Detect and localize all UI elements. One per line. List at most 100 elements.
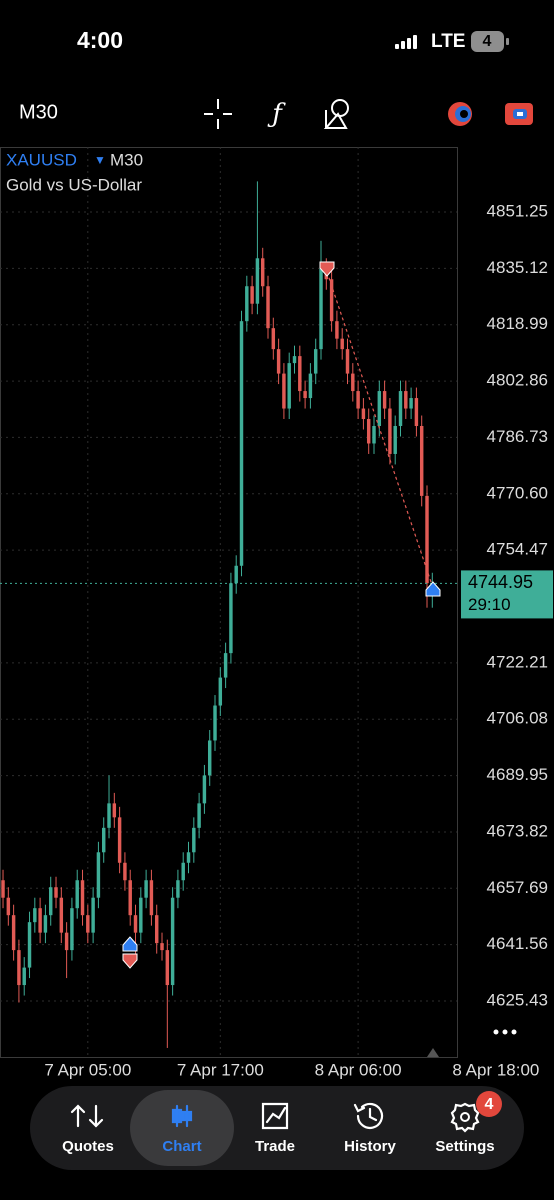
grid: 4851.25 4835.12 4818.99 4802.86 4786.73 4770.… xyxy=(0,147,548,1079)
candle-body xyxy=(308,373,313,399)
candle-body xyxy=(181,862,185,881)
y-tick-label: 4625.43 xyxy=(487,991,548,1010)
sell-marker xyxy=(122,953,138,969)
candle-body xyxy=(292,356,297,364)
candle-body xyxy=(351,373,355,392)
candle-body xyxy=(128,880,132,916)
candle-body xyxy=(298,356,302,392)
candle-body xyxy=(107,803,111,828)
symbol-timeframe: M30 xyxy=(110,150,143,169)
candle-body xyxy=(170,897,175,986)
timeframe-button[interactable]: M30 xyxy=(19,101,58,123)
tab-icon[interactable] xyxy=(70,1104,104,1128)
candle-body xyxy=(276,349,281,374)
candle-body xyxy=(345,349,350,374)
tab-label[interactable]: Trade xyxy=(255,1138,295,1155)
y-tick-label: 4689.95 xyxy=(487,765,548,784)
candle-body xyxy=(329,279,334,322)
candle-body xyxy=(59,897,64,933)
candle-body xyxy=(271,328,276,350)
tab-label[interactable]: Quotes xyxy=(62,1138,114,1155)
candle-body xyxy=(255,258,260,304)
candle-body xyxy=(192,827,196,853)
candle-body xyxy=(43,915,48,933)
candle-body xyxy=(176,880,180,898)
symbol-dropdown[interactable]: ▼ xyxy=(94,153,106,167)
candle-body xyxy=(64,932,69,951)
y-tick-label: 4641.56 xyxy=(487,934,548,953)
trade-line xyxy=(326,271,434,589)
settings-gear-hole xyxy=(460,1112,470,1122)
tab-label[interactable]: Chart xyxy=(162,1138,201,1155)
battery-tip xyxy=(506,38,509,45)
candle-body xyxy=(91,897,95,933)
indicators-icon[interactable]: ƒ xyxy=(267,99,286,129)
x-tick-label: 8 Apr 18:00 xyxy=(452,1060,539,1079)
y-tick-label: 4835.12 xyxy=(487,258,548,277)
price-box-bg xyxy=(461,570,553,619)
candle-body xyxy=(11,915,16,951)
candle-body xyxy=(361,408,366,420)
candle-body xyxy=(139,897,143,933)
objects-icon[interactable] xyxy=(323,99,349,129)
y-tick-label: 4754.47 xyxy=(487,540,548,559)
candle-body xyxy=(33,908,37,923)
candle-body xyxy=(414,398,419,427)
candle-body xyxy=(377,391,382,427)
tab-icon[interactable] xyxy=(353,1102,384,1129)
badge xyxy=(476,1091,502,1117)
y-tick-label: 4818.99 xyxy=(487,314,548,333)
tab-icon[interactable] xyxy=(261,1102,289,1130)
x-tick-label: 7 Apr 05:00 xyxy=(44,1060,131,1079)
candle-body xyxy=(101,827,106,853)
candle-body xyxy=(388,408,392,454)
more-icon[interactable] xyxy=(493,1029,517,1035)
candle-body xyxy=(319,268,323,350)
candle-body xyxy=(340,338,344,350)
crosshair-icon[interactable] xyxy=(204,99,232,129)
candle-body xyxy=(144,880,148,898)
candle-body xyxy=(202,775,207,804)
battery-level: 4 xyxy=(483,33,492,50)
oneclick-icon[interactable] xyxy=(505,103,533,125)
candle-body xyxy=(266,286,270,329)
candle-body xyxy=(6,897,11,916)
candle-body xyxy=(149,880,154,916)
status-time: 4:00 xyxy=(77,27,123,53)
sell-marker xyxy=(319,261,335,277)
x-tick-label: 8 Apr 06:00 xyxy=(315,1060,402,1079)
candle-body xyxy=(165,950,170,986)
tab-icon[interactable] xyxy=(171,1104,193,1128)
y-tick-label: 4722.21 xyxy=(487,652,548,671)
symbol-name[interactable]: XAUUSD xyxy=(6,150,77,169)
buy-marker xyxy=(122,936,138,952)
candle-body xyxy=(133,915,138,933)
candle-body xyxy=(70,908,74,951)
price-box: 4744.95 29:10 xyxy=(461,570,553,619)
bar-timer: 29:10 xyxy=(468,595,511,614)
candle-body xyxy=(260,258,265,287)
y-tick-label: 4786.73 xyxy=(487,427,548,446)
candle-body xyxy=(112,803,117,818)
candle-body xyxy=(218,677,223,706)
trade-icon[interactable] xyxy=(448,102,472,126)
tab-label[interactable]: Settings xyxy=(435,1138,494,1155)
candle-body xyxy=(75,880,79,909)
candle-body xyxy=(245,286,249,322)
candle-body xyxy=(287,363,291,409)
tab-icon[interactable] xyxy=(450,1102,480,1133)
chart-frame xyxy=(0,147,458,1058)
y-tick-label: 4851.25 xyxy=(487,201,548,220)
candle-body xyxy=(54,887,58,898)
candle-body xyxy=(282,373,286,409)
candle-body xyxy=(213,705,217,741)
candle-body xyxy=(398,391,403,427)
candle-body xyxy=(382,391,387,409)
candle-body xyxy=(38,908,42,933)
candle-body xyxy=(335,321,339,339)
active-tab-bg xyxy=(130,1090,234,1166)
tab-label[interactable]: History xyxy=(344,1138,396,1155)
candle-body xyxy=(313,349,318,374)
